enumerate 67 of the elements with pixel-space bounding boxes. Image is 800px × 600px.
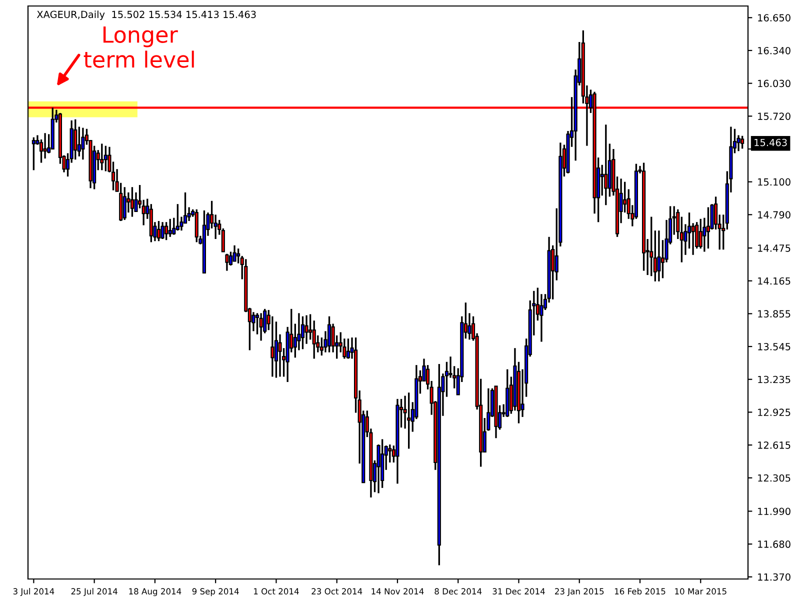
y-tick-label: 13.855 xyxy=(758,310,790,318)
x-tick-label: 1 Oct 2014 xyxy=(254,588,299,594)
candlestick xyxy=(300,315,305,350)
candlestick xyxy=(176,203,180,232)
candlestick xyxy=(388,444,392,464)
x-tick-label: 8 Dec 2014 xyxy=(434,588,482,594)
y-tick-label: 14.165 xyxy=(758,277,790,285)
candlestick xyxy=(164,221,168,241)
candlestick xyxy=(698,218,702,250)
x-tick-label: 9 Sep 2014 xyxy=(192,588,239,596)
candlestick xyxy=(604,124,608,206)
candlestick xyxy=(706,206,710,250)
candlestick xyxy=(104,144,108,172)
y-tick-label: 13.235 xyxy=(758,376,790,384)
y-tick-label: 14.790 xyxy=(758,211,790,218)
candlestick xyxy=(486,388,490,432)
x-tick-label: 3 Jul 2014 xyxy=(13,588,54,596)
y-tick-label: 12.615 xyxy=(758,441,790,449)
y-tick-label: 16.340 xyxy=(758,46,790,54)
y-tick-label: 11.990 xyxy=(758,508,790,516)
candlestick xyxy=(122,186,126,221)
y-tick-label: 15.720 xyxy=(758,112,790,120)
x-tick-label: 16 Feb 2015 xyxy=(614,588,666,594)
candlestick xyxy=(156,220,161,242)
y-tick-label: 14.475 xyxy=(758,244,790,252)
candlestick xyxy=(160,221,164,240)
candlestick xyxy=(278,334,282,378)
x-tick-label: 23 Jan 2015 xyxy=(555,588,604,596)
candlestick xyxy=(657,230,661,282)
y-tick-label: 15.100 xyxy=(758,178,790,186)
y-tick-label: 13.545 xyxy=(758,342,790,350)
candlestick xyxy=(308,313,312,340)
x-tick-label: 18 Aug 2014 xyxy=(129,588,182,596)
candlestick xyxy=(259,312,263,342)
candlestick xyxy=(327,315,332,354)
x-tick-label: 14 Nov 2014 xyxy=(372,588,424,594)
chart-title: XAGEUR,Daily 15.502 15.534 15.413 15.463 xyxy=(36,10,256,20)
y-tick-label: 11.680 xyxy=(758,540,790,548)
candlestick xyxy=(232,244,236,262)
x-tick-label: 25 Jul 2014 xyxy=(71,588,118,596)
y-tick-label: 16.650 xyxy=(758,14,790,22)
candlestick xyxy=(168,218,172,238)
candlestick xyxy=(100,142,104,172)
candlestick xyxy=(225,253,229,272)
candlestick xyxy=(32,136,36,172)
candlestick xyxy=(130,186,134,218)
y-tick-label: 12.925 xyxy=(758,408,790,416)
x-tick-label: 23 Oct 2014 xyxy=(312,588,362,594)
y-tick-label: 11.370 xyxy=(758,573,790,581)
x-tick-label: 31 Dec 2014 xyxy=(492,588,545,594)
x-tick-label: 10 Mar 2015 xyxy=(675,588,726,594)
text: 15.463 xyxy=(754,138,787,146)
candlestick xyxy=(274,320,278,379)
candlestick xyxy=(43,132,47,160)
y-tick-label: 12.305 xyxy=(758,474,790,482)
candlestick xyxy=(740,135,744,150)
candlestick xyxy=(691,222,695,256)
candlestick xyxy=(407,392,411,450)
candlestick xyxy=(270,315,274,378)
candlestick xyxy=(304,314,308,345)
candlestick xyxy=(623,180,627,214)
candlestick xyxy=(346,338,350,360)
candlestick xyxy=(81,126,85,160)
candlestick xyxy=(74,118,78,160)
candlestick xyxy=(600,164,604,196)
annotation: Longer term level xyxy=(84,26,194,68)
y-tick-label: 16.030 xyxy=(758,80,790,88)
